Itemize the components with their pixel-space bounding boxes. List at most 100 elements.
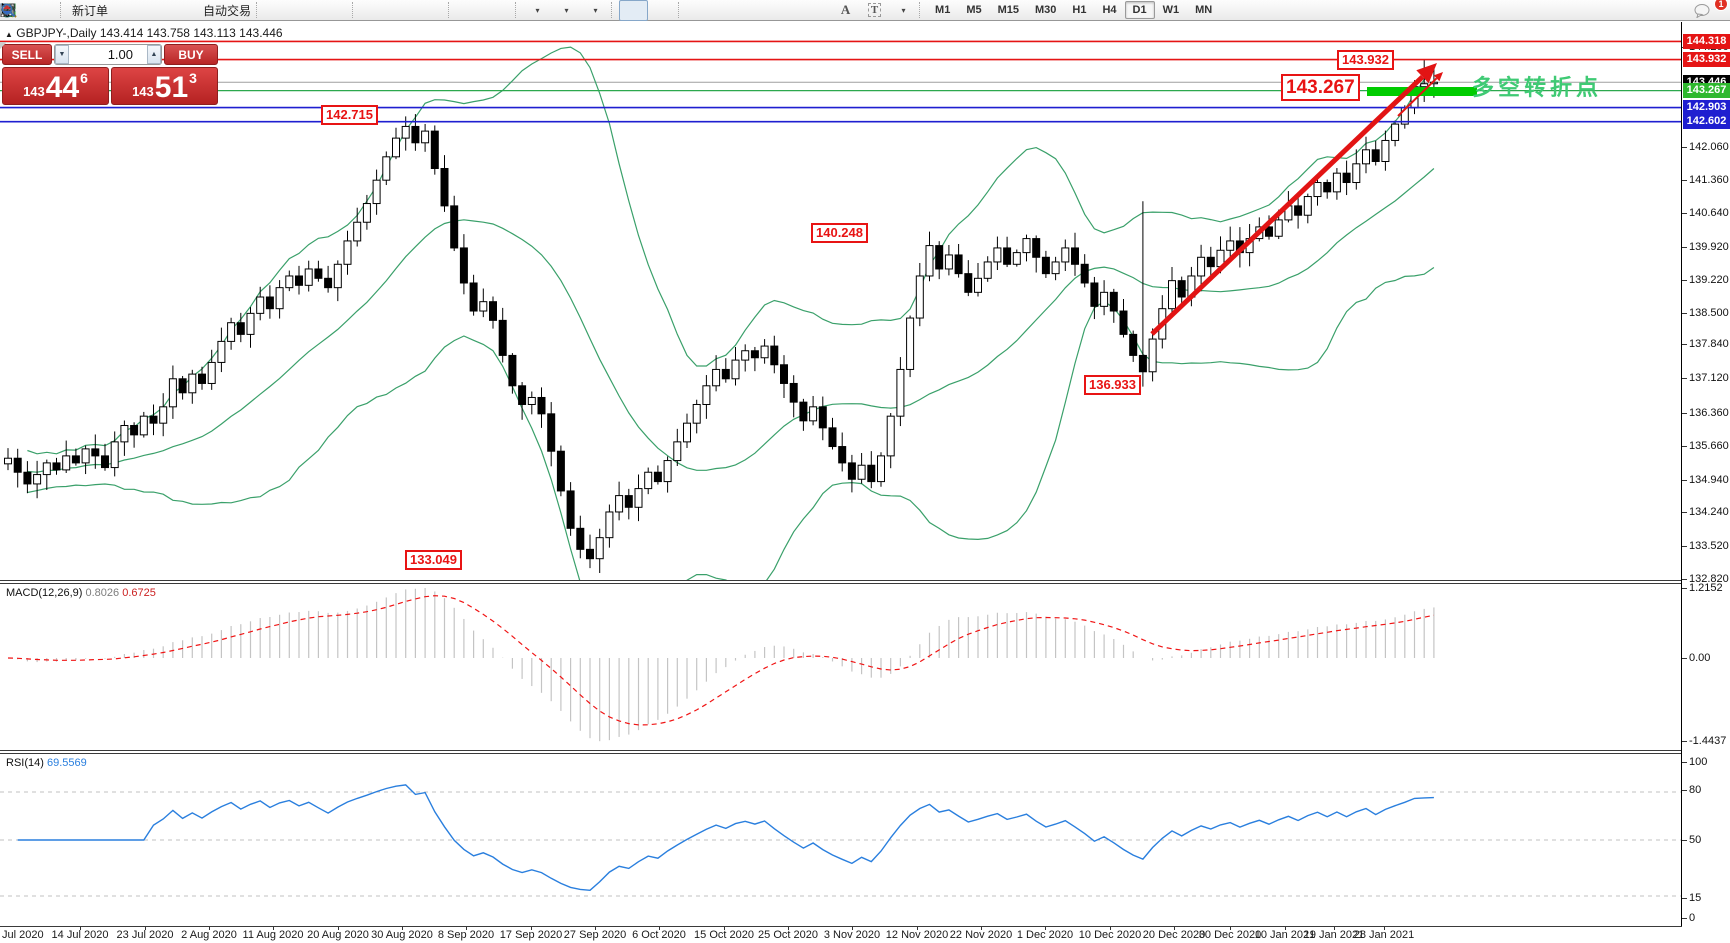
big-trend-arrow[interactable] (1150, 63, 1437, 336)
timeframe-m5[interactable]: M5 (966, 4, 982, 16)
text-icon[interactable]: A (840, 2, 851, 17)
date-label[interactable]: 27 Sep 2020 (563, 929, 627, 941)
chat-icon[interactable]: 1 (1693, 0, 1728, 21)
date-label[interactable]: 22 Nov 2020 (949, 929, 1013, 941)
price-tick-label[interactable]: 135.660 (1689, 440, 1729, 453)
price-tick-label[interactable]: 133.520 (1689, 540, 1729, 553)
sell-price-button[interactable]: 143 44 6 (2, 67, 109, 105)
chart-shift-icon[interactable] (2, 0, 514, 21)
date-label[interactable]: 10 Jan 2021 (1254, 929, 1316, 941)
date-label[interactable]: 23 Jul 2020 (116, 929, 174, 941)
tile-windows-icon[interactable] (0, 0, 447, 21)
date-label[interactable]: 17 Sep 2020 (499, 929, 563, 941)
date-label[interactable]: 30 Dec 2020 (1198, 929, 1262, 941)
annotation-price-label[interactable]: 140.248 (811, 223, 868, 243)
price-tick-label[interactable]: 137.840 (1689, 338, 1729, 351)
date-label[interactable]: 12 Nov 2020 (885, 929, 949, 941)
price-tick-label[interactable]: 139.920 (1689, 241, 1729, 253)
arrows-dropdown[interactable]: ▾ (3, 0, 918, 21)
date-label[interactable]: 20 Dec 2020 (1142, 929, 1206, 941)
channel-icon[interactable]: E (0, 0, 802, 21)
annotation-price-label[interactable]: 143.267 (1281, 74, 1360, 101)
cursor-icon[interactable] (2, 0, 649, 21)
date-label[interactable]: 8 Sep 2020 (437, 929, 495, 941)
fibonacci-icon[interactable]: F (1, 0, 831, 21)
label-icon[interactable]: T (860, 0, 889, 21)
price-tick-label[interactable]: 137.120 (1689, 371, 1729, 384)
date-label[interactable]: 10 Dec 2020 (1078, 929, 1142, 941)
pane-separator[interactable] (0, 750, 1682, 751)
price-tick-label[interactable]: 142.060 (1689, 141, 1729, 153)
line-chart-icon[interactable] (0, 0, 351, 21)
market-icon[interactable] (1, 0, 170, 21)
date-label[interactable]: 25 Oct 2020 (758, 929, 818, 941)
price-tick-label[interactable]: 134.940 (1689, 473, 1729, 486)
annotation-price-label[interactable]: 142.715 (321, 105, 378, 125)
date-label[interactable]: 6 Oct 2020 (632, 929, 686, 941)
timeframe-m15[interactable]: M15 (997, 4, 1019, 16)
price-tick-label[interactable]: 134.240 (1689, 506, 1729, 519)
date-label[interactable]: 3 Nov 2020 (823, 929, 881, 941)
price-tick-label[interactable]: 136.360 (1689, 407, 1729, 420)
search-icon[interactable] (1, 0, 1683, 21)
templates-dropdown[interactable]: ▾ (0, 0, 610, 21)
date-label[interactable]: Jul 2020 (2, 929, 44, 941)
timeframe-h4[interactable]: H4 (1102, 4, 1117, 16)
bar-chart-icon[interactable] (1, 0, 293, 21)
date-label[interactable]: 14 Jul 2020 (51, 929, 109, 941)
volume-increase-button[interactable]: ▲ (147, 45, 161, 64)
main-price-pane[interactable] (0, 22, 1681, 580)
date-label[interactable]: 11 Aug 2020 (242, 929, 304, 941)
date-label[interactable]: 28 Jan 2021 (1353, 929, 1415, 941)
periods-dropdown[interactable]: ▾ (1, 0, 581, 21)
annotation-text-cn[interactable]: 多空转折点 (1472, 76, 1603, 101)
crosshair-icon[interactable] (1, 0, 677, 21)
trendline-icon[interactable] (0, 0, 773, 21)
date-label[interactable]: 15 Oct 2020 (694, 929, 754, 941)
signals-icon[interactable] (1, 0, 199, 21)
annotation-price-label[interactable]: 136.933 (1084, 375, 1141, 395)
price-tick-label[interactable]: 132.820 (1689, 572, 1729, 585)
date-label[interactable]: 2 Aug 2020 (181, 929, 237, 941)
annotation-price-label[interactable]: 133.049 (405, 550, 462, 570)
zoom-in-icon[interactable] (1, 0, 389, 21)
timeframe-m1[interactable]: M1 (935, 4, 951, 16)
sell-button[interactable]: SELL (2, 44, 52, 65)
volume-value[interactable]: 1.00 (107, 47, 133, 62)
buy-price-button[interactable]: 143 51 3 (111, 67, 218, 105)
price-tick-label[interactable]: 140.640 (1689, 207, 1729, 220)
auto-scroll-icon[interactable] (2, 0, 485, 21)
autotrading-button[interactable]: 自动交易 (1, 0, 255, 21)
pane-separator[interactable] (0, 580, 1682, 581)
profiles-icon[interactable] (0, 0, 59, 21)
candlestick-chart-icon[interactable] (1, 0, 322, 21)
panel-collapse-icon[interactable] (0, 42, 7, 49)
date-label[interactable]: 19 Jan 2021 (1303, 929, 1365, 941)
indicators-dropdown[interactable]: ▾ (0, 0, 552, 21)
bollinger-middle-band[interactable] (27, 168, 1435, 473)
small-trend-arrow[interactable] (1397, 72, 1443, 117)
price-tick-label[interactable]: 139.220 (1689, 273, 1729, 286)
price-tick-label[interactable]: 141.360 (1689, 173, 1729, 186)
vertical-line-icon[interactable] (4, 0, 715, 21)
bollinger-lower-band[interactable] (27, 267, 1435, 581)
date-label[interactable]: 30 Aug 2020 (371, 929, 433, 941)
zoom-out-icon[interactable] (1, 0, 418, 21)
bollinger-upper-band[interactable] (27, 46, 1435, 455)
macd-pane[interactable] (0, 584, 1681, 750)
date-label[interactable]: 1 Dec 2020 (1016, 929, 1074, 941)
timeframe-m30[interactable]: M30 (1035, 4, 1057, 16)
new-order-button[interactable]: 新订单 (1, 0, 112, 21)
metaeditor-icon[interactable] (0, 0, 141, 21)
volume-stepper[interactable]: ▼ 1.00 ▲ (54, 44, 162, 65)
price-tick-label[interactable]: 138.500 (1689, 307, 1729, 320)
date-label[interactable]: 20 Aug 2020 (307, 929, 369, 941)
buy-button[interactable]: BUY (164, 44, 218, 65)
annotation-price-label[interactable]: 143.932 (1337, 50, 1394, 70)
volume-decrease-button[interactable]: ▼ (55, 45, 69, 64)
timeframe-h1[interactable]: H1 (1072, 4, 1087, 16)
timeframe-mn[interactable]: MN (1195, 4, 1213, 16)
rsi-pane[interactable] (0, 754, 1681, 926)
horizontal-line-icon[interactable] (1, 0, 744, 21)
timeframe-w1[interactable]: W1 (1162, 4, 1180, 16)
